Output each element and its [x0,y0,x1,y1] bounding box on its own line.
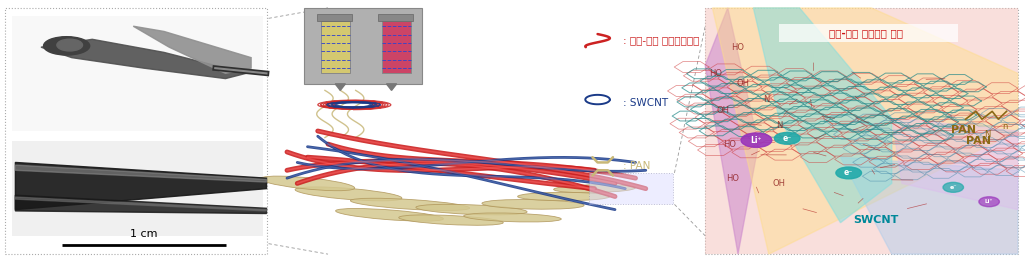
Polygon shape [705,8,758,254]
Ellipse shape [835,167,861,179]
Text: PAN: PAN [951,125,976,135]
Ellipse shape [260,176,355,191]
Polygon shape [335,84,345,90]
Text: : PAN: : PAN [623,161,651,171]
Text: HO: HO [732,43,744,52]
Ellipse shape [295,187,402,201]
Ellipse shape [518,192,610,201]
Polygon shape [386,84,397,90]
Text: Li⁺: Li⁺ [985,199,993,204]
Bar [378,14,413,21]
Text: OH: OH [737,79,749,88]
Polygon shape [15,165,266,182]
Polygon shape [15,195,266,214]
Ellipse shape [416,204,527,215]
Text: OH: OH [773,179,785,188]
Text: e⁻: e⁻ [782,134,792,143]
Bar [317,14,352,21]
Ellipse shape [741,133,772,147]
Text: PAN: PAN [967,137,991,146]
Text: N: N [776,121,782,130]
Text: e⁻: e⁻ [949,185,957,190]
Ellipse shape [463,213,562,222]
Text: HO: HO [727,174,739,183]
Ellipse shape [482,200,584,209]
Ellipse shape [335,209,444,221]
Text: N: N [764,95,770,104]
Ellipse shape [775,133,801,144]
Bar [321,21,350,73]
Polygon shape [892,118,1018,210]
Text: e⁻: e⁻ [844,168,854,177]
Bar [12,141,263,236]
Polygon shape [712,8,1018,254]
Bar [705,8,1018,254]
Text: : 유기-카본 나노혼성소재: : 유기-카본 나노혼성소재 [623,36,700,46]
Bar [12,16,263,131]
Text: 1 cm: 1 cm [130,229,157,239]
FancyBboxPatch shape [779,24,958,42]
Text: OH: OH [716,106,729,114]
Bar [589,173,673,204]
Text: Li⁺: Li⁺ [750,136,763,145]
Text: HO: HO [709,69,722,78]
Polygon shape [15,162,266,210]
Ellipse shape [943,182,963,192]
Ellipse shape [43,37,90,55]
Text: n: n [1002,122,1008,131]
Text: 유기-카본 나노혼성 소재: 유기-카본 나노혼성 소재 [829,28,903,38]
Ellipse shape [554,185,636,193]
Polygon shape [15,197,266,211]
Bar [5,8,266,254]
Ellipse shape [979,197,999,207]
Bar [705,8,1018,254]
Ellipse shape [351,198,469,210]
Polygon shape [753,8,892,223]
Text: HO: HO [724,140,736,149]
Text: N: N [984,130,990,139]
Text: SWCNT: SWCNT [854,215,899,225]
Polygon shape [840,157,1018,254]
Text: : SWCNT: : SWCNT [623,99,668,108]
Polygon shape [41,39,246,79]
Bar [382,21,411,73]
Bar [304,8,422,84]
Ellipse shape [56,39,82,51]
Polygon shape [133,26,251,73]
Ellipse shape [399,215,503,225]
